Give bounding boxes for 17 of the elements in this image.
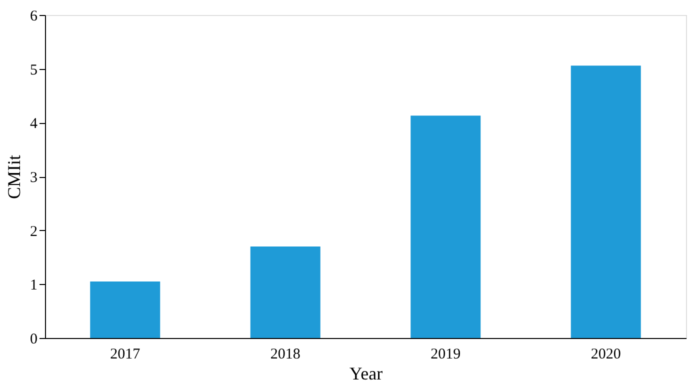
- x-tick-label: 2019: [430, 346, 461, 362]
- x-tick-label: 2020: [590, 346, 621, 362]
- y-tick-label: 5: [30, 62, 38, 78]
- bar: [250, 246, 320, 338]
- y-tick-label: 4: [30, 116, 38, 132]
- y-tick-label: 3: [30, 170, 38, 186]
- x-tick-label: 2017: [110, 346, 141, 362]
- y-axis-title: CMIit: [4, 154, 24, 200]
- bar: [570, 66, 641, 338]
- bar: [410, 116, 481, 338]
- y-tick-label: 1: [30, 278, 38, 294]
- y-tick-label: 0: [30, 332, 38, 348]
- x-tick-label: 2018: [270, 346, 300, 362]
- y-tick-label: 6: [30, 8, 38, 24]
- bar: [90, 281, 160, 338]
- x-axis-title: Year: [349, 364, 383, 384]
- y-tick-label: 2: [30, 224, 38, 240]
